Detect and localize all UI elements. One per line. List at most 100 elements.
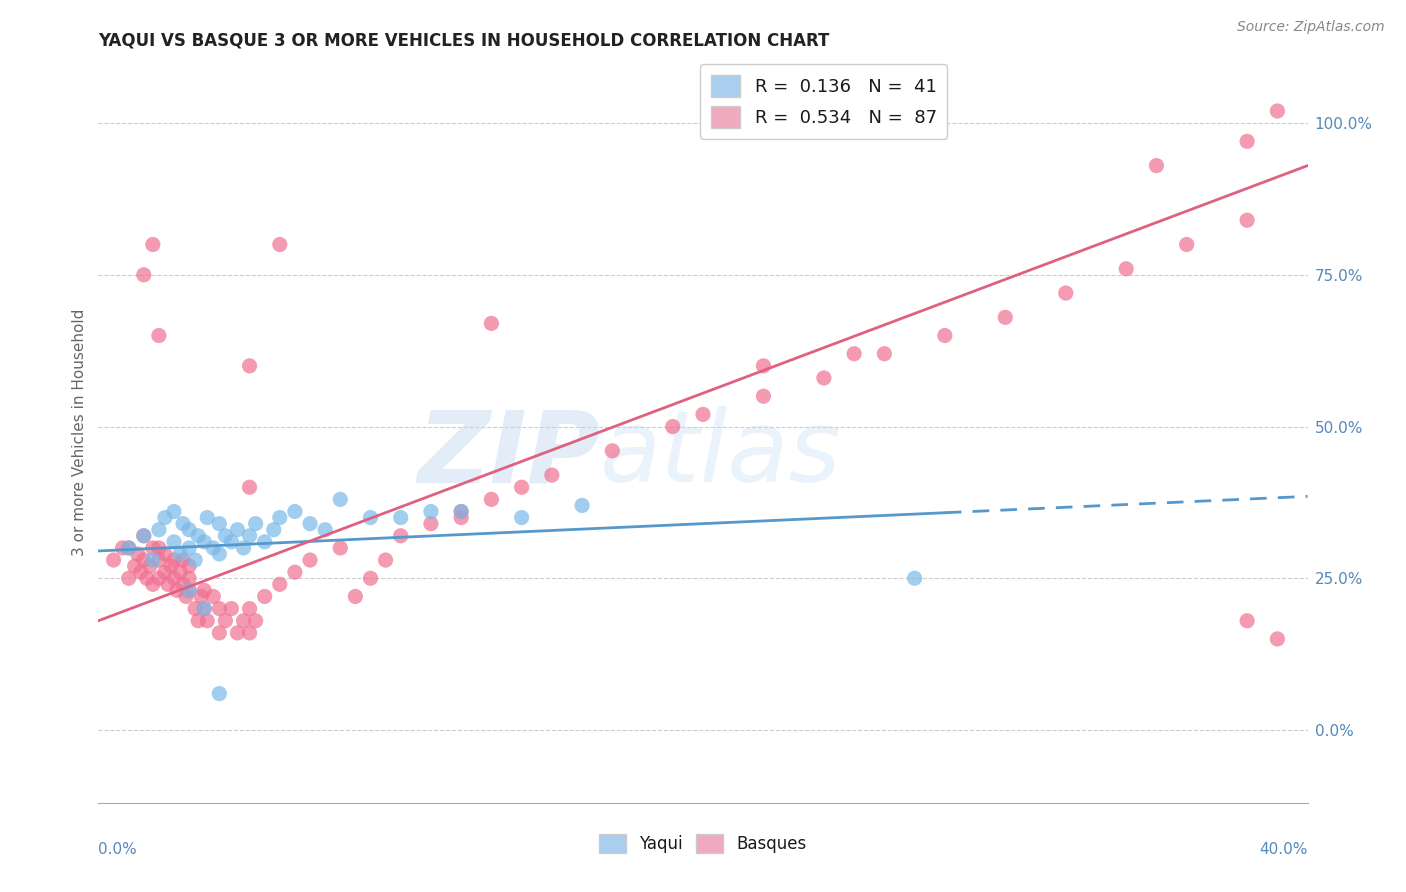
- Text: YAQUI VS BASQUE 3 OR MORE VEHICLES IN HOUSEHOLD CORRELATION CHART: YAQUI VS BASQUE 3 OR MORE VEHICLES IN HO…: [98, 32, 830, 50]
- Point: [156, 577, 179, 591]
- Point: [214, 529, 236, 543]
- Point: [179, 583, 201, 598]
- Point: [187, 614, 209, 628]
- Point: [389, 510, 412, 524]
- Point: [166, 583, 188, 598]
- Point: [226, 626, 249, 640]
- Point: [208, 516, 231, 531]
- Point: [148, 553, 170, 567]
- Point: [873, 347, 896, 361]
- Point: [208, 547, 231, 561]
- Text: Source: ZipAtlas.com: Source: ZipAtlas.com: [1237, 20, 1385, 34]
- Point: [148, 571, 170, 585]
- Point: [314, 523, 336, 537]
- Point: [329, 492, 352, 507]
- Legend: Yaqui, Basques: Yaqui, Basques: [593, 827, 813, 860]
- Text: atlas: atlas: [600, 407, 842, 503]
- Point: [813, 371, 835, 385]
- Point: [450, 504, 472, 518]
- Text: 0.0%: 0.0%: [98, 842, 138, 856]
- Point: [481, 317, 503, 331]
- Point: [934, 328, 956, 343]
- Text: 40.0%: 40.0%: [1260, 842, 1308, 856]
- Point: [329, 541, 352, 555]
- Point: [193, 601, 215, 615]
- Point: [190, 590, 212, 604]
- Point: [245, 614, 267, 628]
- Point: [299, 516, 322, 531]
- Point: [179, 571, 201, 585]
- Point: [450, 504, 472, 518]
- Point: [202, 541, 225, 555]
- Point: [232, 541, 254, 555]
- Point: [195, 510, 218, 524]
- Point: [1236, 213, 1258, 227]
- Point: [153, 510, 176, 524]
- Point: [148, 541, 170, 555]
- Point: [124, 559, 146, 574]
- Point: [420, 516, 443, 531]
- Point: [179, 541, 201, 555]
- Point: [510, 510, 533, 524]
- Point: [160, 559, 183, 574]
- Point: [540, 468, 562, 483]
- Point: [1267, 632, 1289, 646]
- Point: [208, 601, 231, 615]
- Point: [148, 523, 170, 537]
- Point: [193, 583, 215, 598]
- Point: [661, 419, 683, 434]
- Point: [142, 577, 165, 591]
- Point: [510, 480, 533, 494]
- Point: [208, 626, 231, 640]
- Point: [269, 577, 291, 591]
- Point: [208, 687, 231, 701]
- Point: [232, 614, 254, 628]
- Point: [135, 571, 157, 585]
- Point: [153, 547, 176, 561]
- Point: [239, 480, 262, 494]
- Point: [132, 529, 155, 543]
- Point: [184, 553, 207, 567]
- Point: [1115, 261, 1137, 276]
- Point: [172, 516, 194, 531]
- Point: [226, 523, 249, 537]
- Point: [169, 547, 191, 561]
- Text: ZIP: ZIP: [418, 407, 600, 503]
- Point: [129, 565, 152, 579]
- Point: [142, 553, 165, 567]
- Point: [344, 590, 367, 604]
- Point: [221, 534, 243, 549]
- Point: [571, 499, 593, 513]
- Point: [132, 268, 155, 282]
- Point: [1175, 237, 1198, 252]
- Point: [1054, 286, 1077, 301]
- Point: [1236, 614, 1258, 628]
- Point: [163, 571, 186, 585]
- Point: [904, 571, 927, 585]
- Point: [284, 504, 307, 518]
- Point: [245, 516, 267, 531]
- Point: [163, 534, 186, 549]
- Point: [132, 529, 155, 543]
- Point: [602, 443, 624, 458]
- Point: [752, 359, 775, 373]
- Point: [752, 389, 775, 403]
- Point: [103, 553, 125, 567]
- Point: [284, 565, 307, 579]
- Point: [389, 529, 412, 543]
- Point: [139, 559, 162, 574]
- Point: [118, 541, 141, 555]
- Point: [994, 310, 1017, 325]
- Point: [360, 571, 382, 585]
- Point: [127, 547, 149, 561]
- Point: [263, 523, 285, 537]
- Point: [239, 626, 262, 640]
- Point: [253, 590, 276, 604]
- Point: [374, 553, 396, 567]
- Point: [221, 601, 243, 615]
- Point: [239, 529, 262, 543]
- Point: [420, 504, 443, 518]
- Point: [172, 553, 194, 567]
- Point: [239, 359, 262, 373]
- Point: [174, 590, 197, 604]
